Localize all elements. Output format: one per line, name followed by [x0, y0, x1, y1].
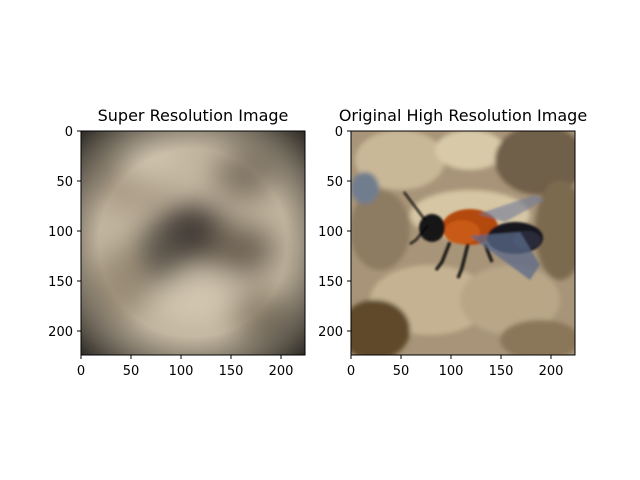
y-tick-label: 150 — [48, 275, 73, 290]
axis-ticks: 0 50 100 150 200 0 50 100 150 200 0 50 100 150 200 0 50 1… — [48, 125, 563, 379]
y-tick-label: 100 — [318, 225, 343, 240]
y-tick-label: 50 — [56, 175, 73, 190]
y-tick-label: 200 — [48, 325, 73, 340]
y-tick-label: 50 — [326, 175, 343, 190]
x-tick-label: 200 — [539, 364, 564, 379]
right-axes-frame — [350, 130, 576, 356]
original-high-resolution-image — [351, 131, 575, 355]
super-resolution-image — [81, 131, 305, 355]
right-title: Original High Resolution Image — [339, 106, 587, 125]
x-tick-label: 150 — [489, 364, 514, 379]
x-tick-label: 0 — [347, 364, 355, 379]
y-tick-label: 100 — [48, 225, 73, 240]
left-title: Super Resolution Image — [98, 106, 289, 125]
y-tick-label: 0 — [335, 125, 343, 140]
x-tick-label: 150 — [219, 364, 244, 379]
x-tick-label: 0 — [77, 364, 85, 379]
x-tick-label: 100 — [439, 364, 464, 379]
x-tick-label: 50 — [123, 364, 140, 379]
x-tick-label: 100 — [169, 364, 194, 379]
x-tick-label: 200 — [269, 364, 294, 379]
x-tick-label: 50 — [393, 364, 410, 379]
y-tick-label: 200 — [318, 325, 343, 340]
y-tick-label: 0 — [65, 125, 73, 140]
left-axes-frame — [80, 130, 306, 356]
y-tick-label: 150 — [318, 275, 343, 290]
